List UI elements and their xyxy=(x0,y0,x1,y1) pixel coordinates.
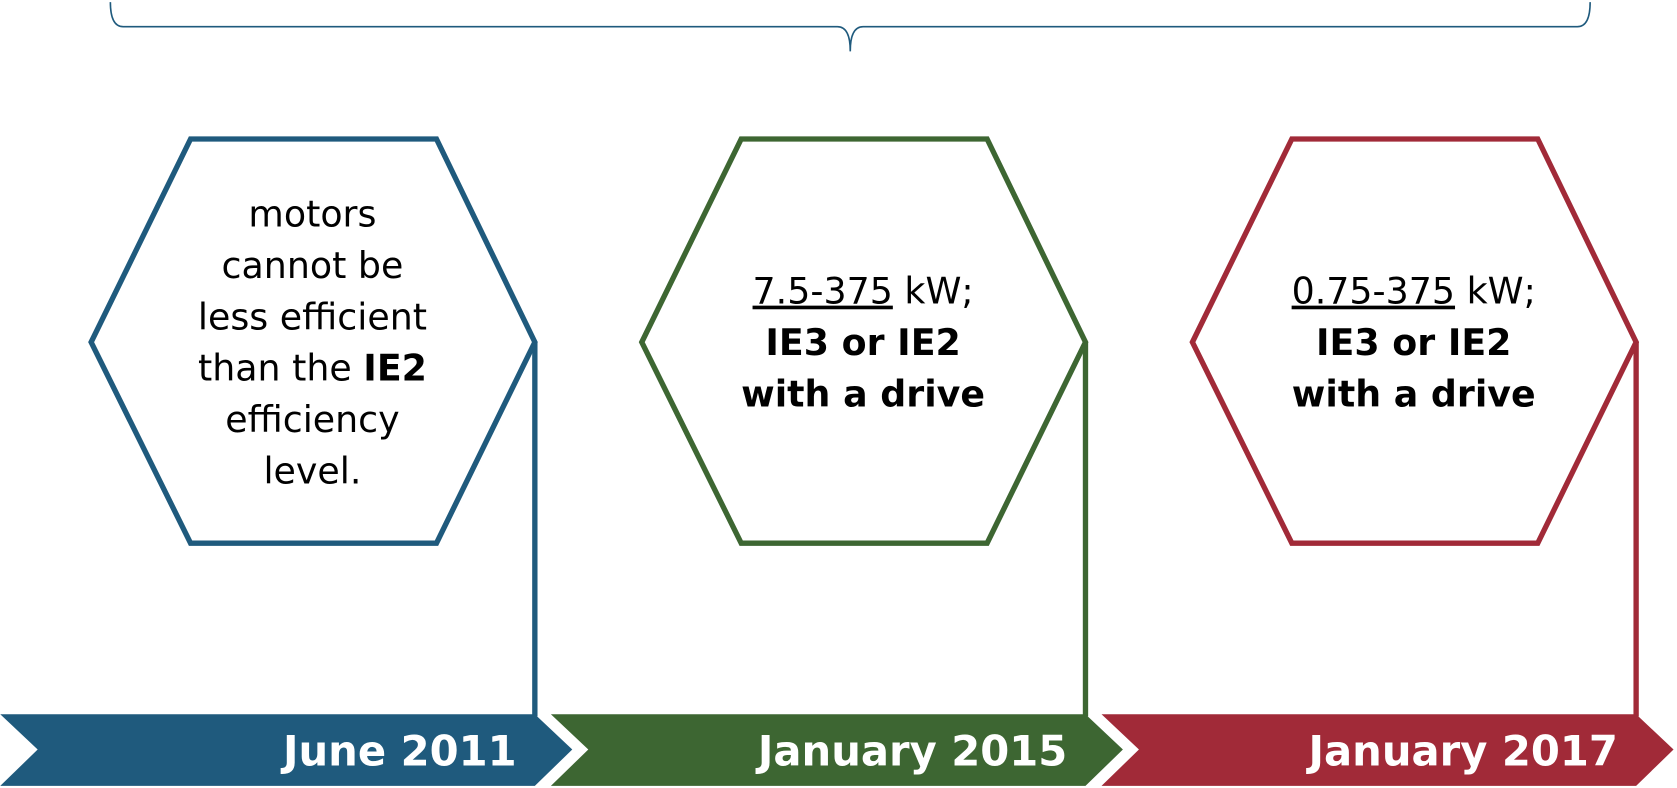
text-line: 7.5-375 kW; xyxy=(753,270,974,313)
text-run: IE3 or IE2 xyxy=(765,321,960,364)
date: June 2011 xyxy=(280,727,517,776)
text-run: with a drive xyxy=(741,372,985,415)
text-run: 7.5-375 xyxy=(753,270,893,313)
chevron xyxy=(550,714,1123,786)
date: January 2017 xyxy=(1306,727,1618,776)
text-line: IE3 or IE2 xyxy=(1316,321,1511,364)
text-line: level. xyxy=(263,449,361,492)
text-line: than the IE2 xyxy=(198,347,427,390)
hexagon xyxy=(638,136,1089,546)
text-line: motors xyxy=(248,193,376,236)
text-line: 0.75-375 kW; xyxy=(1292,270,1536,313)
text-run: IE2 xyxy=(363,347,427,390)
text-run: kW; xyxy=(893,270,974,313)
text-line: less efficient xyxy=(198,295,427,338)
chevron xyxy=(0,714,573,786)
text-run: with a drive xyxy=(1292,372,1536,415)
hexagon xyxy=(88,136,538,546)
text-run: 0.75-375 xyxy=(1292,270,1455,313)
text-run: IE3 or IE2 xyxy=(1316,321,1511,364)
text-line: efficiency xyxy=(225,398,399,441)
hexagon xyxy=(1189,136,1640,546)
text-run: less efficient xyxy=(198,295,427,338)
text-line: IE3 or IE2 xyxy=(765,321,960,364)
text-line: with a drive xyxy=(1292,372,1536,415)
text-run: efficiency xyxy=(225,398,399,441)
chevron xyxy=(1101,714,1674,786)
text-run: level. xyxy=(263,449,361,492)
text-line: with a drive xyxy=(741,372,985,415)
text-run: than the xyxy=(198,347,363,390)
brace xyxy=(109,2,1591,52)
date: January 2015 xyxy=(755,727,1067,776)
text-run: motors xyxy=(248,193,376,236)
text-run: kW; xyxy=(1455,270,1536,313)
text-run: cannot be xyxy=(222,244,404,287)
text-line: cannot be xyxy=(222,244,404,287)
